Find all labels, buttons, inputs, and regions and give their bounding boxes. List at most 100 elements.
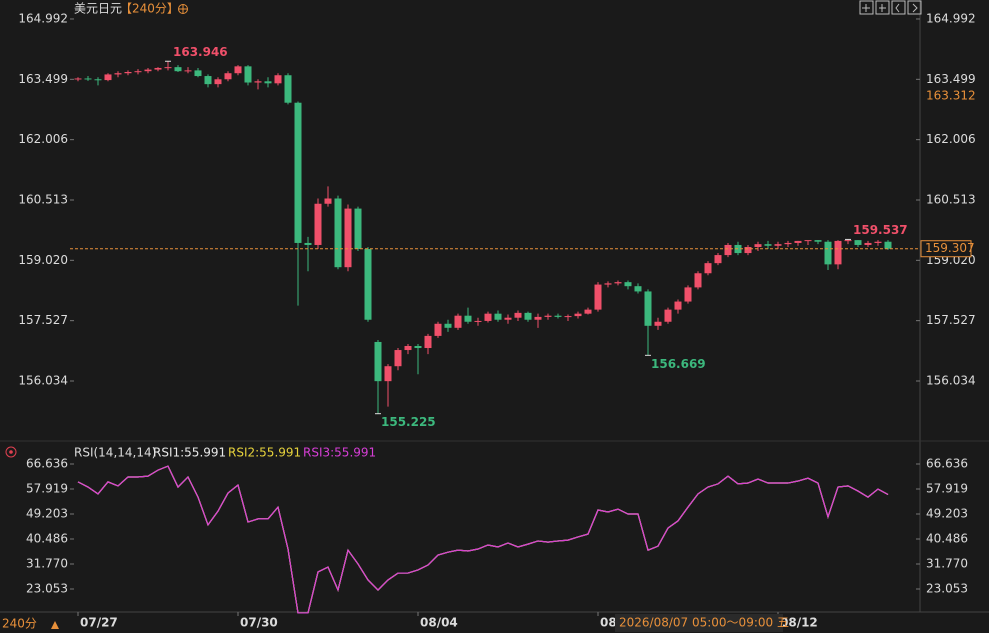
candle-body (164, 67, 172, 69)
candle-body (234, 66, 242, 74)
candle-body (444, 323, 452, 328)
candle-body (844, 240, 852, 242)
low-label: 156.669 (651, 357, 706, 371)
legend-entry: RSI3:55.991 (303, 446, 376, 460)
low-label: 155.225 (381, 415, 436, 429)
chart-title: 美元日元 (74, 2, 122, 16)
candle-body (564, 316, 572, 318)
candle-body (674, 301, 682, 310)
candle-body (424, 335, 432, 349)
candle-body (794, 240, 802, 243)
candles (74, 61, 892, 414)
last-price-box (920, 240, 972, 258)
x-tick-label: 07/27 (80, 616, 118, 630)
candle-body (754, 244, 762, 247)
y-tick-label: 157.527 (18, 313, 68, 327)
candle-body (474, 320, 482, 322)
candle-body (864, 242, 872, 245)
rsi-line (77, 465, 889, 614)
candle-body (594, 284, 602, 310)
candle-body (214, 79, 222, 85)
candle-body (264, 81, 272, 84)
candle-body (364, 249, 372, 320)
rsi-icon[interactable] (5, 446, 17, 458)
y-tick-label: 164.992 (926, 11, 976, 25)
candle-body (454, 315, 462, 328)
candle-body (744, 246, 752, 254)
y-tick-label: 157.527 (926, 313, 976, 327)
y-tick-label: 23.053 (26, 581, 68, 595)
candle-body (544, 315, 552, 317)
period-arrow[interactable] (51, 621, 59, 629)
candle-body (124, 72, 132, 74)
candle-body (414, 346, 422, 349)
candle-body (344, 208, 352, 268)
candle-body (574, 313, 582, 317)
candle-body (814, 240, 822, 242)
y-tick-label: 160.513 (18, 192, 68, 206)
candle-body (464, 315, 472, 322)
y-tick-label: 156.034 (18, 373, 68, 387)
rsi-title: RSI(14,14,14) (74, 446, 156, 460)
candle-body (724, 244, 732, 256)
x-tick-label: 08/12 (780, 616, 818, 630)
y-tick-label: 57.919 (926, 482, 968, 496)
candle-body (784, 242, 792, 245)
add-icon[interactable] (178, 4, 188, 14)
candle-body (734, 244, 742, 254)
candle-body (774, 244, 782, 246)
candle-body (254, 81, 262, 83)
candle-body (524, 312, 532, 320)
y-tick-label: 66.636 (926, 456, 968, 470)
candle-body (394, 350, 402, 367)
y-tick-label: 40.486 (926, 531, 968, 545)
candle-body (374, 341, 382, 382)
y-tick-label: 31.770 (926, 556, 968, 570)
y-tick-label: 162.006 (926, 132, 976, 146)
candle-body (624, 282, 632, 287)
candle-body (874, 241, 882, 243)
x-tick-label: 07/30 (240, 616, 278, 630)
cursor-label-box (615, 614, 783, 632)
candle-body (714, 255, 722, 264)
candle-body (74, 78, 82, 80)
candle-body (854, 240, 862, 245)
candle-body (224, 73, 232, 80)
y-tick-label: 57.919 (26, 482, 68, 496)
candle-body (804, 240, 812, 242)
chart-subtitle[interactable]: 【240分】 (120, 2, 179, 16)
candle-body (174, 67, 182, 72)
candle-body (484, 313, 492, 321)
candle-body (764, 244, 772, 246)
candle-body (554, 315, 562, 317)
candle-body (504, 317, 512, 320)
legend-entry: RSI1:55.991 (153, 446, 226, 460)
y-tick-label: 49.203 (926, 506, 968, 520)
candle-body (304, 242, 312, 245)
candle-body (314, 203, 322, 245)
period-label[interactable]: 240分 (2, 617, 37, 631)
y-tick-label: 163.499 (18, 72, 68, 86)
candle-body (84, 78, 92, 80)
y-tick-label: 162.006 (18, 132, 68, 146)
candle-body (434, 323, 442, 336)
candle-body (154, 67, 162, 70)
candle-body (284, 75, 292, 103)
y-tick-label: 156.034 (926, 373, 976, 387)
candle-body (134, 71, 142, 73)
candle-body (194, 70, 202, 77)
reference-price-label: 163.312 (926, 88, 976, 102)
cursor-label: 2026/08/07 05:00～09:00 五 (619, 616, 789, 630)
candle-body (644, 291, 652, 326)
candle-body (694, 273, 702, 288)
toolbar[interactable] (859, 0, 922, 15)
y-tick-label: 23.053 (926, 581, 968, 595)
candle-body (334, 198, 342, 268)
candle-body (144, 69, 152, 72)
candle-body (834, 240, 842, 265)
candle-body (614, 282, 622, 284)
high-label: 163.946 (173, 45, 228, 59)
candle-body (274, 75, 282, 84)
candle-body (604, 283, 612, 285)
